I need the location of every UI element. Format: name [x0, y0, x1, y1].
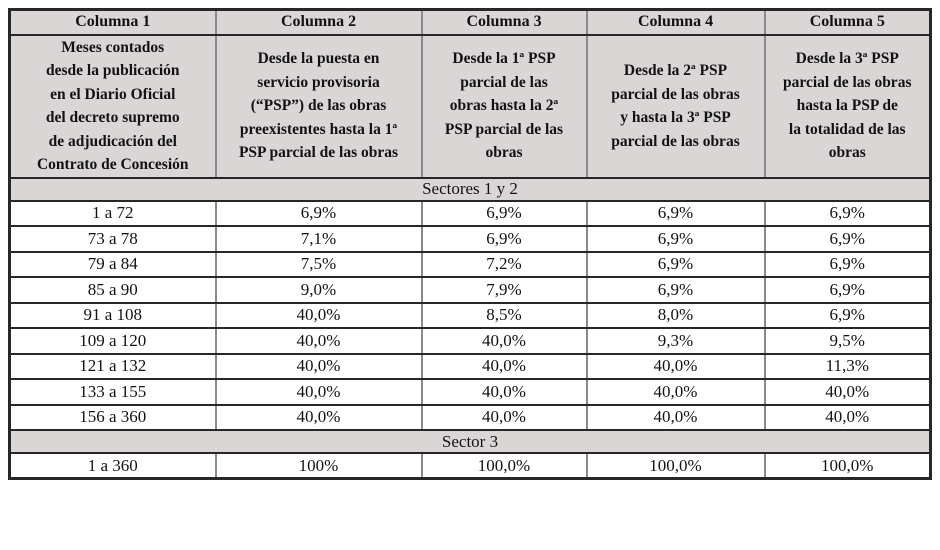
column-header-1: Columna 1 — [8, 8, 217, 36]
percentage-cell: 9,3% — [585, 327, 766, 355]
months-range-cell: 121 a 132 — [8, 352, 217, 380]
percentage-cell: 6,9% — [763, 301, 932, 329]
percentage-cell: 7,9% — [420, 276, 588, 304]
column-description-2: Desde la puesta en servicio provisoria (… — [214, 33, 423, 179]
percentage-cell: 40,0% — [420, 378, 588, 406]
percentage-cell: 9,0% — [214, 276, 423, 304]
percentage-cell: 6,9% — [585, 225, 766, 253]
percentage-cell: 6,9% — [585, 276, 766, 304]
percentage-cell: 6,9% — [763, 276, 932, 304]
months-range-cell: 109 a 120 — [8, 327, 217, 355]
table-row: 133 a 155 40,0% 40,0% 40,0% 40,0% — [8, 378, 932, 406]
percentage-cell: 6,9% — [420, 199, 588, 227]
column-description-row: Meses contados desde la publicación en e… — [8, 33, 932, 179]
months-range-cell: 73 a 78 — [8, 225, 217, 253]
percentage-cell: 6,9% — [763, 199, 932, 227]
percentage-cell: 11,3% — [763, 352, 932, 380]
months-range-cell: 79 a 84 — [8, 250, 217, 278]
percentage-cell: 6,9% — [585, 250, 766, 278]
section-header-row-1: Sectores 1 y 2 — [8, 176, 932, 202]
percentage-cell: 40,0% — [214, 378, 423, 406]
percentage-cell: 6,9% — [585, 199, 766, 227]
percentage-cell: 8,5% — [420, 301, 588, 329]
percentage-cell: 7,2% — [420, 250, 588, 278]
column-description-4: Desde la 2ª PSP parcial de las obras y h… — [585, 33, 766, 179]
percentage-cell: 40,0% — [763, 378, 932, 406]
percentage-cell: 40,0% — [214, 327, 423, 355]
column-description-3: Desde la 1ª PSP parcial de las obras has… — [420, 33, 588, 179]
percentage-cell: 6,9% — [214, 199, 423, 227]
table-row: 121 a 132 40,0% 40,0% 40,0% 11,3% — [8, 352, 932, 380]
percentage-cell: 8,0% — [585, 301, 766, 329]
table-row: 156 a 360 40,0% 40,0% 40,0% 40,0% — [8, 403, 932, 431]
table-row: 1 a 72 6,9% 6,9% 6,9% 6,9% — [8, 199, 932, 227]
section-header-row-2: Sector 3 — [8, 429, 932, 454]
percentage-cell: 40,0% — [214, 352, 423, 380]
months-range-cell: 85 a 90 — [8, 276, 217, 304]
months-range-cell: 91 a 108 — [8, 301, 217, 329]
percentage-cell: 40,0% — [763, 403, 932, 431]
section-label: Sector 3 — [8, 429, 932, 454]
percentage-cell: 40,0% — [214, 301, 423, 329]
percentage-cell: 40,0% — [585, 352, 766, 380]
table-row: 85 a 90 9,0% 7,9% 6,9% 6,9% — [8, 276, 932, 304]
percentage-cell: 40,0% — [214, 403, 423, 431]
table-row: 73 a 78 7,1% 6,9% 6,9% 6,9% — [8, 225, 932, 253]
column-header-4: Columna 4 — [585, 8, 766, 36]
percentage-cell: 100% — [214, 452, 423, 480]
section-label: Sectores 1 y 2 — [8, 176, 932, 202]
months-range-cell: 156 a 360 — [8, 403, 217, 431]
months-range-cell: 1 a 360 — [8, 452, 217, 480]
concession-psp-rate-table: Columna 1 Columna 2 Columna 3 Columna 4 … — [8, 8, 932, 480]
column-header-5: Columna 5 — [763, 8, 932, 36]
percentage-cell: 40,0% — [420, 352, 588, 380]
column-description-1: Meses contados desde la publicación en e… — [8, 33, 217, 179]
table-row: 91 a 108 40,0% 8,5% 8,0% 6,9% — [8, 301, 932, 329]
percentage-cell: 7,5% — [214, 250, 423, 278]
percentage-cell: 40,0% — [420, 327, 588, 355]
column-header-row: Columna 1 Columna 2 Columna 3 Columna 4 … — [8, 8, 932, 36]
table-row: 1 a 360 100% 100,0% 100,0% 100,0% — [8, 452, 932, 480]
table-row: 109 a 120 40,0% 40,0% 9,3% 9,5% — [8, 327, 932, 355]
percentage-cell: 40,0% — [585, 378, 766, 406]
percentage-cell: 7,1% — [214, 225, 423, 253]
column-header-2: Columna 2 — [214, 8, 423, 36]
percentage-cell: 40,0% — [420, 403, 588, 431]
column-description-5: Desde la 3ª PSP parcial de las obras has… — [763, 33, 932, 179]
percentage-cell: 6,9% — [763, 250, 932, 278]
table-row: 79 a 84 7,5% 7,2% 6,9% 6,9% — [8, 250, 932, 278]
months-range-cell: 1 a 72 — [8, 199, 217, 227]
percentage-cell: 100,0% — [763, 452, 932, 480]
percentage-cell: 9,5% — [763, 327, 932, 355]
percentage-cell: 100,0% — [420, 452, 588, 480]
percentage-cell: 6,9% — [763, 225, 932, 253]
months-range-cell: 133 a 155 — [8, 378, 217, 406]
column-header-3: Columna 3 — [420, 8, 588, 36]
percentage-cell: 6,9% — [420, 225, 588, 253]
percentage-cell: 40,0% — [585, 403, 766, 431]
percentage-cell: 100,0% — [585, 452, 766, 480]
